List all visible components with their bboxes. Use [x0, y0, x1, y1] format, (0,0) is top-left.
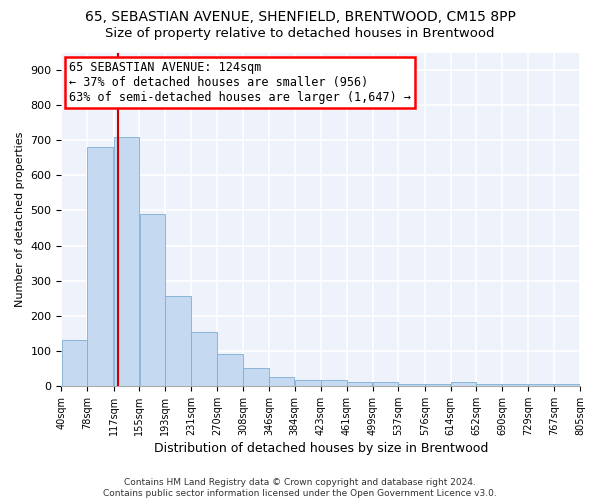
Bar [321, 380, 347, 386]
Bar [502, 384, 529, 386]
Bar [529, 384, 554, 386]
Bar [451, 382, 476, 386]
Bar [191, 332, 217, 386]
Bar [140, 214, 165, 386]
Bar [398, 384, 425, 386]
Bar [62, 340, 87, 386]
Bar [476, 384, 502, 386]
Bar [243, 368, 269, 386]
Bar [88, 148, 113, 386]
Bar [165, 296, 191, 386]
Bar [217, 354, 243, 386]
Bar [554, 384, 580, 386]
Text: 65, SEBASTIAN AVENUE, SHENFIELD, BRENTWOOD, CM15 8PP: 65, SEBASTIAN AVENUE, SHENFIELD, BRENTWO… [85, 10, 515, 24]
Bar [347, 382, 373, 386]
Text: Size of property relative to detached houses in Brentwood: Size of property relative to detached ho… [105, 28, 495, 40]
Bar [269, 377, 295, 386]
Text: Contains HM Land Registry data © Crown copyright and database right 2024.
Contai: Contains HM Land Registry data © Crown c… [103, 478, 497, 498]
Y-axis label: Number of detached properties: Number of detached properties [15, 132, 25, 307]
Text: 65 SEBASTIAN AVENUE: 124sqm
← 37% of detached houses are smaller (956)
63% of se: 65 SEBASTIAN AVENUE: 124sqm ← 37% of det… [69, 61, 411, 104]
Bar [425, 384, 451, 386]
Bar [295, 380, 321, 386]
X-axis label: Distribution of detached houses by size in Brentwood: Distribution of detached houses by size … [154, 442, 488, 455]
Bar [373, 382, 398, 386]
Bar [114, 136, 139, 386]
